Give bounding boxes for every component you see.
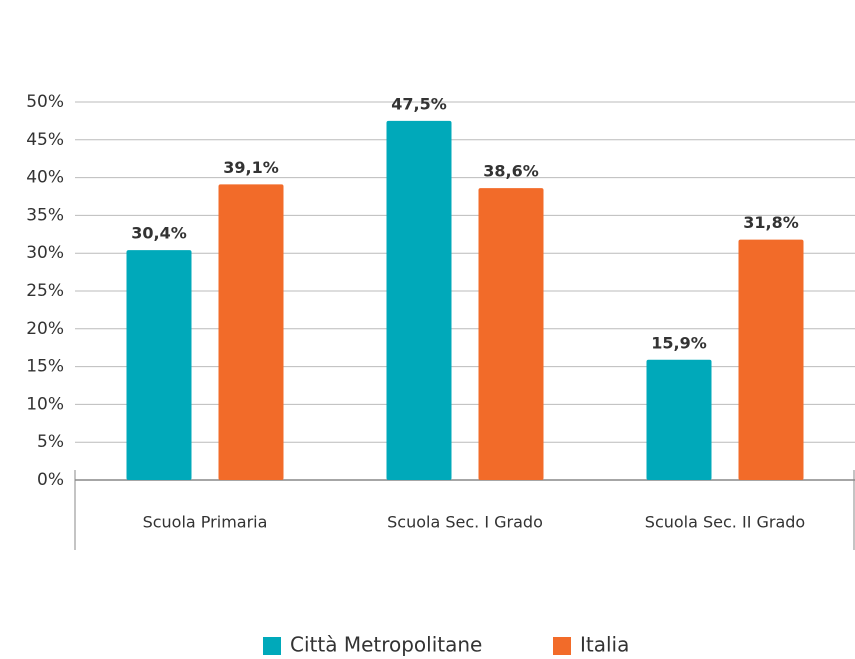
y-tick-label: 45% <box>26 130 64 150</box>
bar <box>386 120 452 481</box>
value-label: 38,6% <box>483 162 539 181</box>
value-label: 31,8% <box>743 213 799 232</box>
bar <box>738 239 804 480</box>
value-label: 39,1% <box>223 158 279 177</box>
bar <box>218 184 284 481</box>
y-tick-label: 10% <box>26 394 64 414</box>
y-tick-label: 5% <box>37 432 64 452</box>
x-tick-label: Scuola Sec. II Grado <box>645 513 805 532</box>
y-tick-label: 15% <box>26 357 64 377</box>
y-tick-label: 30% <box>26 243 64 263</box>
y-tick-label: 20% <box>26 319 64 339</box>
y-tick-label: 50% <box>26 92 64 112</box>
legend-swatch <box>263 637 281 655</box>
value-label: 15,9% <box>651 333 707 352</box>
value-label: 47,5% <box>391 94 447 113</box>
legend-swatch <box>553 637 571 655</box>
bar <box>126 250 192 480</box>
bar <box>646 359 712 480</box>
x-tick-label: Scuola Sec. I Grado <box>387 513 543 532</box>
y-tick-label: 25% <box>26 281 64 301</box>
y-tick-label: 35% <box>26 205 64 225</box>
x-tick-label: Scuola Primaria <box>143 513 268 532</box>
legend-label: Italia <box>580 633 629 657</box>
y-tick-label: 0% <box>37 470 64 490</box>
legend-label: Città Metropolitane <box>290 633 482 657</box>
y-tick-label: 40% <box>26 168 64 188</box>
bar <box>478 188 544 480</box>
value-label: 30,4% <box>131 224 187 243</box>
